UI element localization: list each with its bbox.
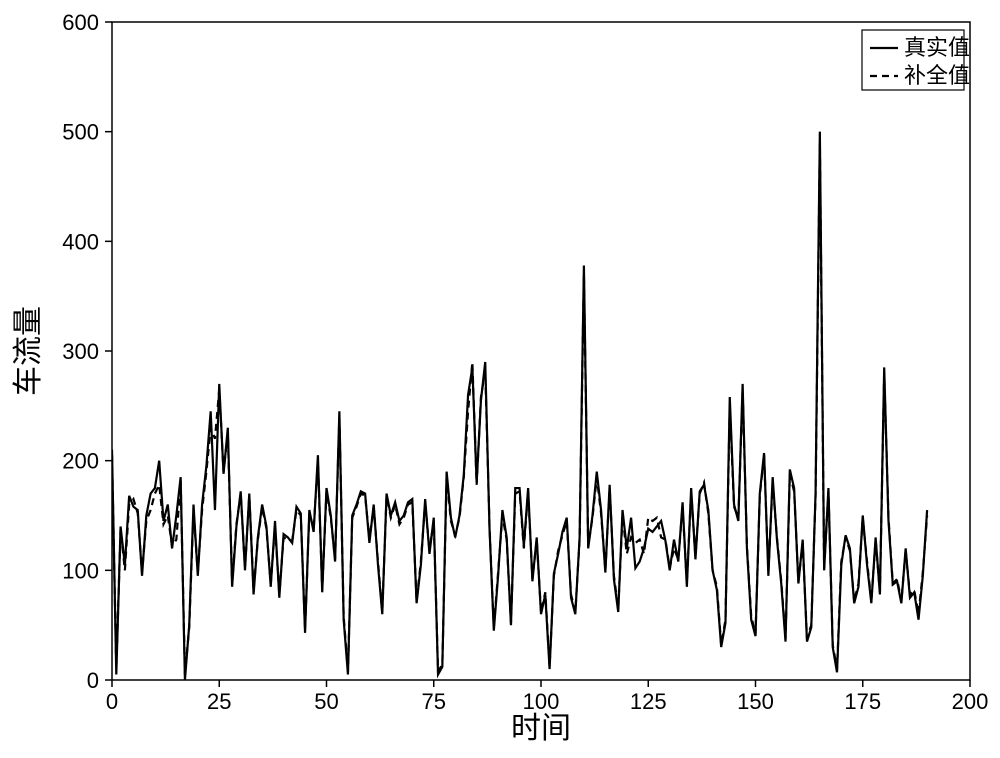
y-tick-label: 600 bbox=[62, 10, 99, 35]
y-tick-label: 300 bbox=[62, 339, 99, 364]
x-tick-label: 175 bbox=[844, 689, 881, 714]
y-tick-label: 200 bbox=[62, 449, 99, 474]
legend-label-1: 补全值 bbox=[904, 63, 970, 88]
traffic-line-chart: 0 25 50 75 100 125 150 175 200 0 100 200 300 400 500 60… bbox=[0, 0, 1000, 758]
y-tick-label: 0 bbox=[87, 668, 99, 693]
x-tick-label: 0 bbox=[106, 689, 118, 714]
series-0 bbox=[112, 132, 927, 680]
x-tick-label: 100 bbox=[523, 689, 560, 714]
x-tick-label: 200 bbox=[952, 689, 989, 714]
y-tick-label: 500 bbox=[62, 120, 99, 145]
x-axis-label: 时间 bbox=[511, 712, 571, 745]
x-tick-label: 25 bbox=[207, 689, 231, 714]
x-tick-label: 75 bbox=[422, 689, 446, 714]
x-tick-label: 125 bbox=[630, 689, 667, 714]
y-axis-label: 车流量 bbox=[12, 306, 45, 396]
x-tick-label: 150 bbox=[737, 689, 774, 714]
x-tick-label: 50 bbox=[314, 689, 338, 714]
chart-svg: 0 25 50 75 100 125 150 175 200 0 100 200 300 400 500 60… bbox=[0, 0, 1000, 758]
legend-label-0: 真实值 bbox=[904, 35, 970, 60]
y-tick-label: 100 bbox=[62, 558, 99, 583]
y-tick-label: 400 bbox=[62, 229, 99, 254]
